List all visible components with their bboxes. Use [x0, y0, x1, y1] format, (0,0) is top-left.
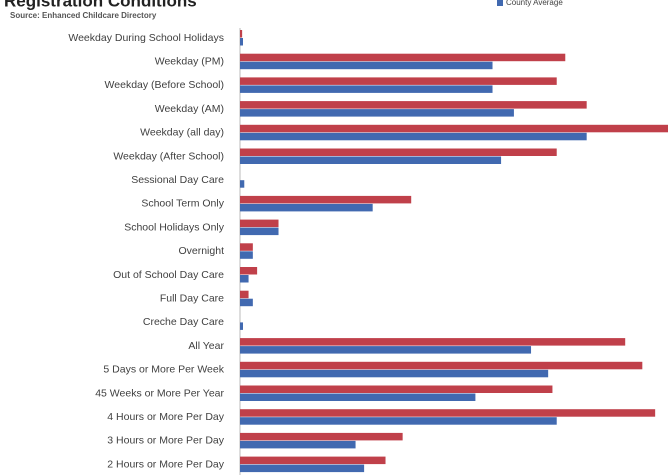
- bar: [240, 109, 514, 117]
- bar: [240, 275, 249, 283]
- bar: [240, 338, 626, 346]
- bar: [240, 243, 253, 251]
- bar: [240, 148, 557, 156]
- y-tick-label: School Holidays Only: [124, 221, 225, 233]
- bar: [240, 464, 365, 473]
- bar: [240, 30, 243, 38]
- bar: [240, 393, 476, 401]
- bar: [240, 298, 253, 307]
- legend-label: County Average: [506, 0, 563, 7]
- y-tick-label: Full Day Care: [160, 292, 224, 304]
- bar: [240, 77, 557, 85]
- bar: [240, 440, 356, 449]
- y-tick-label: School Term Only: [141, 198, 224, 210]
- bar: [240, 456, 386, 465]
- bar: [240, 219, 279, 228]
- y-tick-label: 2 Hours or More Per Day: [107, 458, 224, 470]
- bar: [240, 385, 553, 393]
- bar: [240, 432, 403, 441]
- y-tick-label: Weekday (Before School): [105, 79, 224, 91]
- y-tick-label: Creche Day Care: [143, 316, 224, 328]
- bar: [240, 369, 549, 378]
- bar: [240, 251, 253, 259]
- bar: [240, 180, 245, 188]
- legend-swatch: [497, 0, 503, 6]
- bar: [240, 132, 587, 141]
- bar: [240, 195, 412, 204]
- bar: [240, 38, 243, 46]
- bar: [240, 53, 566, 62]
- bar: [240, 267, 258, 275]
- bar: [240, 124, 668, 133]
- y-tick-label: 45 Weeks or More Per Year: [95, 387, 224, 399]
- y-tick-label: Weekday (all day): [140, 127, 224, 139]
- y-tick-label: 5 Days or More Per Week: [103, 364, 224, 376]
- y-tick-label: All Year: [188, 340, 224, 352]
- y-tick-label: Weekday During School Holidays: [68, 32, 224, 44]
- bar: [240, 203, 373, 212]
- bar: [240, 227, 279, 236]
- bar: [240, 156, 502, 164]
- bar: [240, 346, 532, 354]
- bar: [240, 61, 493, 70]
- chart-subtitle: Source: Enhanced Childcare Directory: [10, 11, 157, 20]
- chart-title: Registration Conditions: [4, 0, 197, 10]
- y-tick-label: Overnight: [178, 245, 224, 257]
- bar: [240, 322, 243, 330]
- y-tick-label: Weekday (PM): [155, 55, 224, 67]
- y-tick-label: Out of School Day Care: [113, 269, 224, 281]
- y-tick-label: Sessional Day Care: [131, 174, 224, 186]
- bar: [240, 290, 249, 299]
- bar: [240, 361, 643, 370]
- y-tick-label: Weekday (AM): [155, 103, 224, 115]
- y-tick-label: 4 Hours or More Per Day: [107, 411, 224, 423]
- y-tick-label: Weekday (After School): [113, 150, 224, 162]
- bar: [240, 409, 656, 417]
- bar: [240, 101, 587, 109]
- y-tick-label: 3 Hours or More Per Day: [107, 435, 224, 447]
- bar: [240, 85, 493, 93]
- bar: [240, 417, 557, 425]
